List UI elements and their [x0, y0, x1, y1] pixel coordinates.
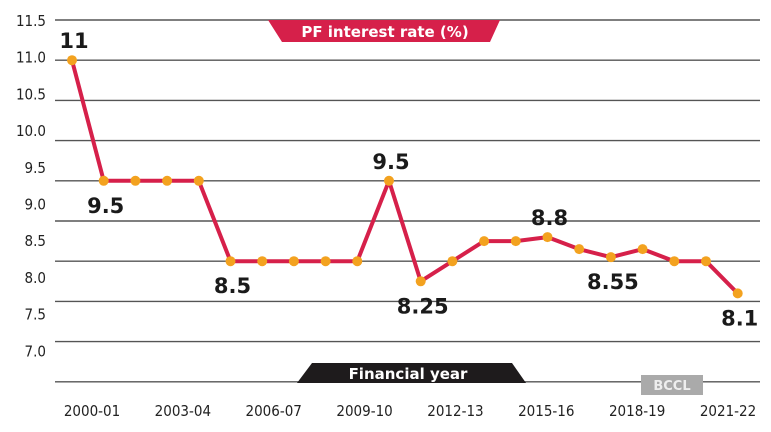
data-point	[479, 236, 490, 247]
y-tick-label: 10.5	[16, 85, 46, 103]
data-point	[288, 256, 299, 267]
data-point	[257, 256, 268, 267]
x-axis-title: Financial year	[349, 365, 468, 383]
y-tick-label: 9.5	[25, 159, 46, 177]
data-point	[574, 244, 585, 255]
x-tick-label: 2012-13	[427, 402, 483, 420]
data-point	[510, 236, 521, 247]
x-tick-label: 2003-04	[155, 402, 211, 420]
x-axis-tick-labels: 2000-01 2003-04 2006-07 2009-10 2012-13 2015-…	[64, 402, 756, 420]
bccl-watermark-text: BCCL	[653, 379, 690, 394]
data-point	[225, 256, 236, 267]
x-tick-label: 2018-19	[609, 402, 665, 420]
x-tick-label: 2015-16	[518, 402, 574, 420]
data-point	[130, 175, 141, 186]
data-point	[415, 276, 426, 287]
data-label: 9.5	[87, 194, 124, 218]
series-line-path	[70, 59, 740, 295]
y-tick-label: 10.0	[16, 122, 46, 140]
y-axis-tick-labels: 11.5 11.0 10.5 10.0 9.5 9.0 8.5 8.0 7.5 7.0	[16, 12, 46, 360]
y-tick-label: 7.5	[25, 306, 46, 324]
data-label: 8.8	[531, 206, 568, 230]
data-labels: 11 9.5 8.5 9.5 8.25 8.8 8.55 8.1	[59, 29, 758, 330]
data-point	[352, 256, 363, 267]
xlabel-banner	[297, 363, 526, 383]
data-point	[162, 175, 173, 186]
y-tick-label: 9.0	[25, 196, 46, 214]
y-tick-label: 11.0	[16, 49, 46, 67]
x-tick-label: 2009-10	[336, 402, 392, 420]
data-label: 8.5	[214, 274, 251, 298]
data-point	[98, 175, 109, 186]
y-tick-label: 8.0	[25, 269, 46, 287]
data-point	[732, 288, 743, 299]
y-tick-label: 11.5	[16, 12, 46, 30]
bccl-watermark	[641, 375, 703, 395]
chart-title: PF interest rate (%)	[301, 23, 468, 41]
data-point	[637, 244, 648, 255]
x-tick-label: 2006-07	[246, 402, 302, 420]
y-tick-label: 7.0	[25, 342, 46, 360]
data-point	[447, 256, 458, 267]
series-markers	[67, 55, 743, 299]
gridlines	[55, 19, 760, 383]
data-point	[193, 175, 204, 186]
data-point	[669, 256, 680, 267]
data-label: 11	[59, 29, 88, 53]
data-point	[384, 175, 394, 186]
data-point	[67, 55, 77, 66]
data-label: 8.1	[721, 306, 758, 330]
data-label: 8.25	[397, 294, 449, 318]
data-point	[542, 232, 553, 243]
data-point	[320, 256, 331, 267]
series-line	[70, 59, 740, 295]
x-tick-label: 2000-01	[64, 402, 120, 420]
x-tick-label: 2021-22	[700, 402, 756, 420]
data-label: 8.55	[587, 270, 639, 294]
data-point	[701, 256, 711, 267]
title-banner	[268, 20, 760, 42]
data-point	[605, 252, 616, 263]
y-tick-label: 8.5	[25, 232, 46, 250]
data-label: 9.5	[372, 150, 409, 174]
